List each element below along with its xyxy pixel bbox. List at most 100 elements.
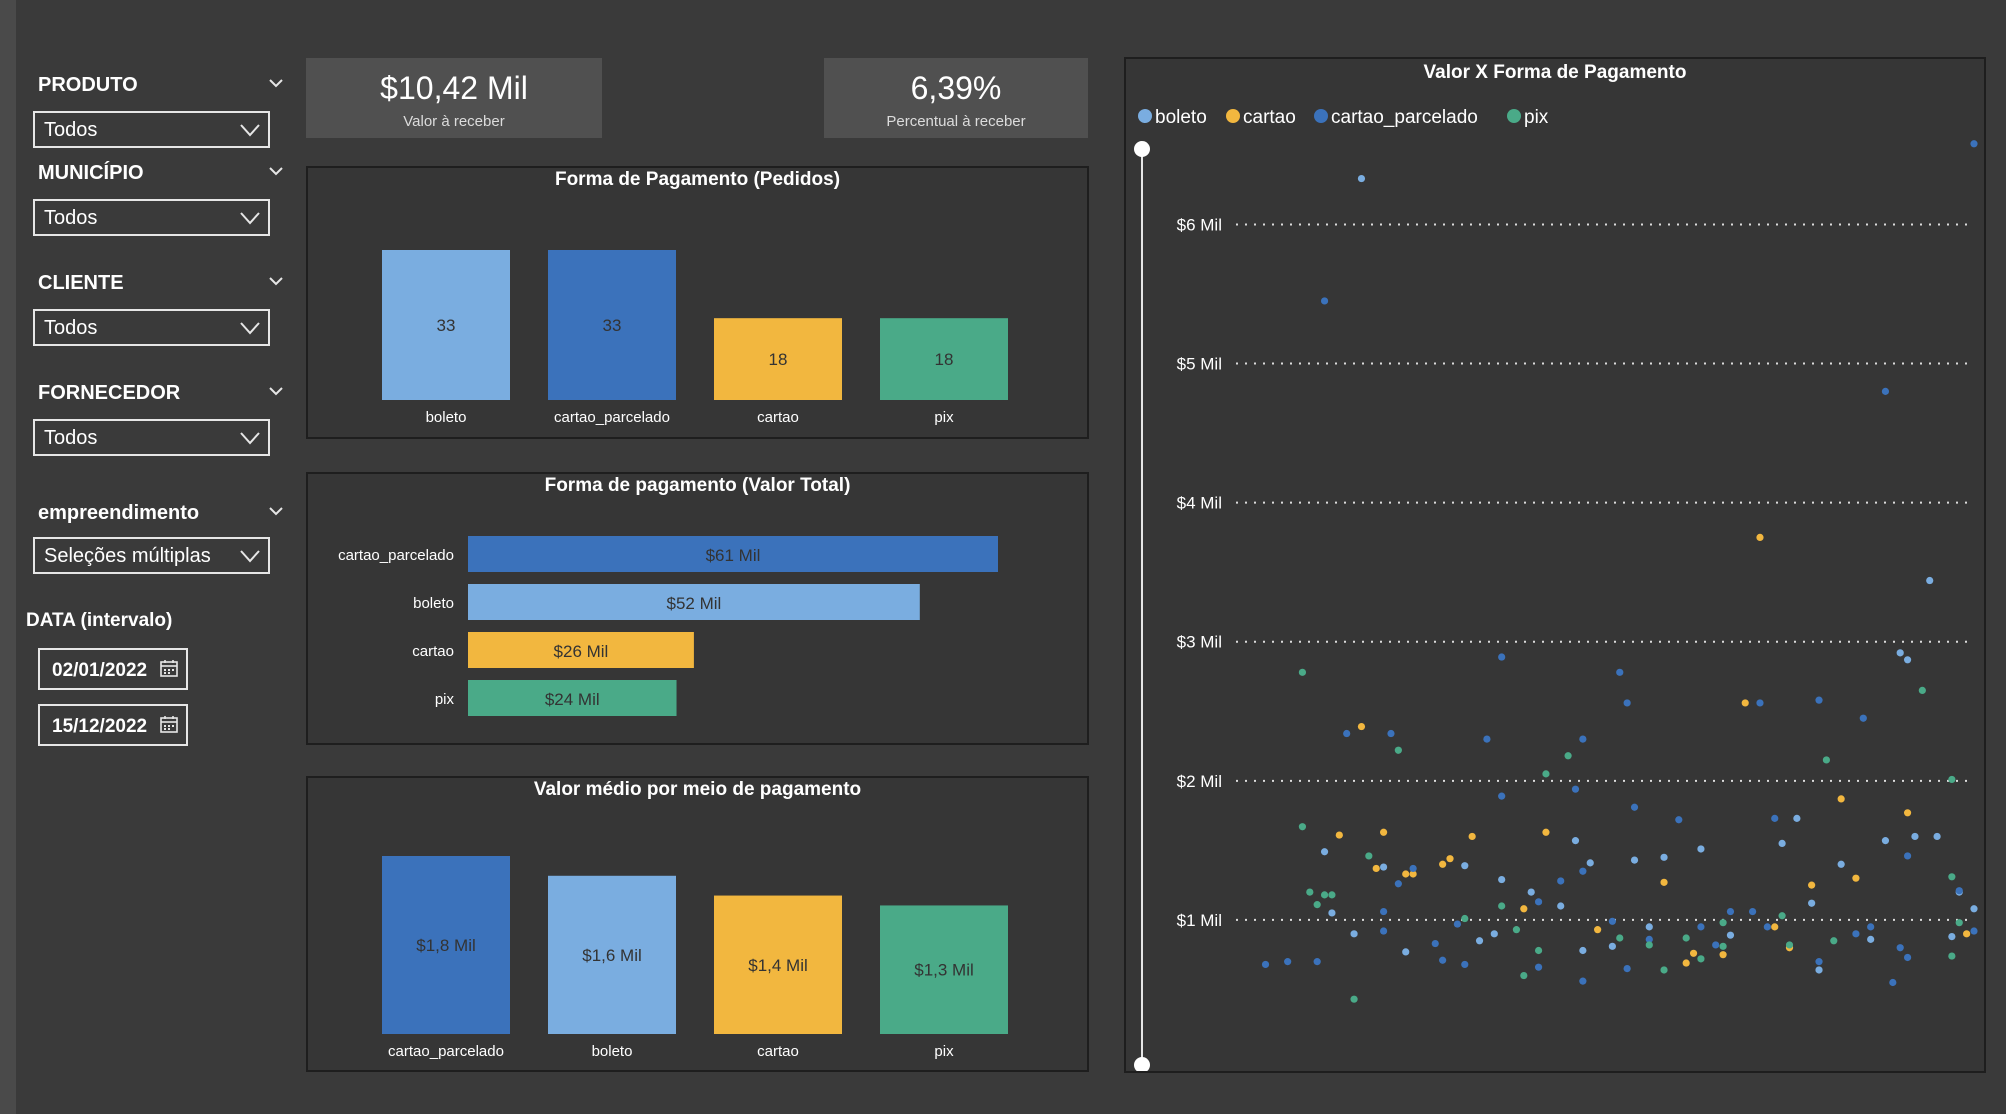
point-cartao (1756, 533, 1764, 542)
point-cartao_parcelado (1815, 696, 1823, 704)
point-cartao_parcelado (1859, 714, 1867, 722)
point-cartao (1468, 832, 1476, 841)
point-cartao (1719, 951, 1727, 959)
point-cartao_parcelado (1571, 785, 1580, 793)
point-cartao (1335, 831, 1343, 839)
point-pix (1564, 752, 1572, 760)
cliente-dropdown[interactable]: Todos (33, 309, 270, 346)
point-cartao (1372, 864, 1380, 873)
slicer-fornecedor-title[interactable]: FORNECEDOR (38, 382, 283, 405)
point-cartao_parcelado (1380, 907, 1388, 916)
category-label: cartao (412, 643, 454, 660)
y-tick-label: $5 Mil (1177, 355, 1222, 374)
chevron-down-icon[interactable] (269, 384, 283, 398)
average-chart-panel: Valor médio por meio de pagamento $1,8 M… (306, 776, 1089, 1072)
point-pix (1918, 686, 1926, 695)
data-label: $1,8 Mil (416, 936, 476, 955)
point-pix (1948, 775, 1956, 784)
point-cartao_parcelado (1579, 735, 1587, 743)
point-cartao_parcelado (1557, 877, 1565, 885)
category-label: cartao (757, 409, 799, 426)
point-cartao (1446, 855, 1454, 863)
point-pix (1645, 941, 1653, 949)
point-cartao (1594, 926, 1602, 934)
point-cartao_parcelado (1749, 907, 1757, 916)
y-tick-label: $6 Mil (1177, 215, 1222, 234)
point-pix (1660, 966, 1668, 974)
calendar-icon[interactable] (160, 659, 178, 677)
chevron-down-icon[interactable] (269, 164, 283, 178)
empreendimento-dropdown[interactable]: Seleções múltiplas (33, 537, 270, 574)
point-pix (1313, 901, 1321, 909)
dropdown-value: Seleções múltiplas (44, 545, 211, 567)
point-cartao (1852, 874, 1860, 882)
bar-cartao (714, 895, 842, 1034)
point-boleto (1498, 875, 1506, 884)
point-pix (1948, 873, 1956, 881)
chevron-down-icon[interactable] (269, 274, 283, 288)
point-cartao_parcelado (1756, 699, 1764, 707)
point-cartao_parcelado (1534, 898, 1543, 906)
point-boleto (1896, 649, 1904, 657)
slicer-municipio-title[interactable]: MUNICÍPIO (38, 162, 283, 185)
legend-label: cartao (1243, 107, 1296, 128)
bar-cartao (468, 632, 694, 668)
point-pix (1498, 902, 1506, 910)
point-cartao_parcelado (1763, 923, 1771, 931)
point-cartao (1402, 870, 1410, 878)
chart-title: Valor médio por meio de pagamento (533, 779, 862, 800)
total-chart: $61 Mil cartao_parcelado $52 Mil boleto $26 … (338, 536, 998, 716)
point-boleto (1948, 933, 1956, 941)
slicer-produto-title[interactable]: PRODUTO (38, 74, 283, 97)
slicer-title-label: MUNICÍPIO (38, 162, 144, 184)
point-boleto (1571, 837, 1580, 845)
dropdown-value: Todos (44, 317, 98, 339)
kpi-value: 6,39% (910, 70, 1002, 106)
point-cartao_parcelado (1616, 668, 1624, 676)
data-label: $24 Mil (545, 690, 600, 709)
point-boleto (1970, 905, 1978, 913)
legend-label: boleto (1155, 107, 1207, 128)
dropdown-value: Todos (44, 119, 98, 141)
point-cartao_parcelado (1712, 941, 1720, 949)
point-cartao_parcelado (1380, 927, 1388, 935)
point-cartao_parcelado (1815, 958, 1823, 966)
chevron-down-icon (240, 212, 260, 225)
chevron-down-icon[interactable] (269, 76, 283, 90)
kpi-label: Percentual à receber (886, 113, 1026, 130)
point-cartao_parcelado (1623, 964, 1631, 973)
point-cartao (1409, 870, 1417, 878)
municipio-dropdown[interactable]: Todos (33, 199, 270, 236)
calendar-icon[interactable] (160, 715, 178, 733)
kpi-value: $10,42 Mil (380, 70, 528, 106)
bar-cartao_parcelado (548, 250, 676, 400)
point-pix (1616, 934, 1624, 942)
point-cartao_parcelado (1313, 958, 1321, 966)
start-date-value: 02/01/2022 (52, 660, 148, 681)
point-pix (1520, 971, 1528, 980)
category-label: boleto (413, 595, 454, 612)
average-chart: $1,8 Mil cartao_parcelado $1,6 Mil boleto $1… (382, 856, 1008, 1060)
point-pix (1955, 919, 1963, 927)
point-boleto (1557, 902, 1565, 910)
point-cartao_parcelado (1284, 958, 1292, 966)
chevron-down-icon (240, 432, 260, 445)
point-cartao_parcelado (1461, 960, 1469, 969)
legend-marker-pix (1507, 109, 1521, 123)
point-cartao_parcelado (1697, 923, 1705, 931)
chevron-down-icon (240, 322, 260, 335)
chevron-down-icon[interactable] (269, 504, 283, 518)
point-cartao (1771, 923, 1779, 931)
point-cartao_parcelado (1579, 867, 1587, 875)
scatter-chart: boleto cartao cartao_parcelado pix $1 Mil $2 … (1134, 107, 1978, 1071)
produto-dropdown[interactable]: Todos (33, 111, 270, 148)
data-label: 18 (935, 350, 954, 369)
point-pix (1785, 941, 1794, 949)
start-date-field[interactable]: 02/01/2022 (38, 648, 188, 690)
end-date-field[interactable]: 15/12/2022 (38, 704, 188, 746)
point-cartao_parcelado (1881, 387, 1890, 395)
scatter-chart-panel: Valor X Forma de Pagamento boleto cartao c… (1124, 57, 1986, 1073)
slicer-empreendimento-title[interactable]: empreendimento (38, 502, 283, 525)
fornecedor-dropdown[interactable]: Todos (33, 419, 270, 456)
slicer-cliente-title[interactable]: CLIENTE (38, 272, 283, 295)
